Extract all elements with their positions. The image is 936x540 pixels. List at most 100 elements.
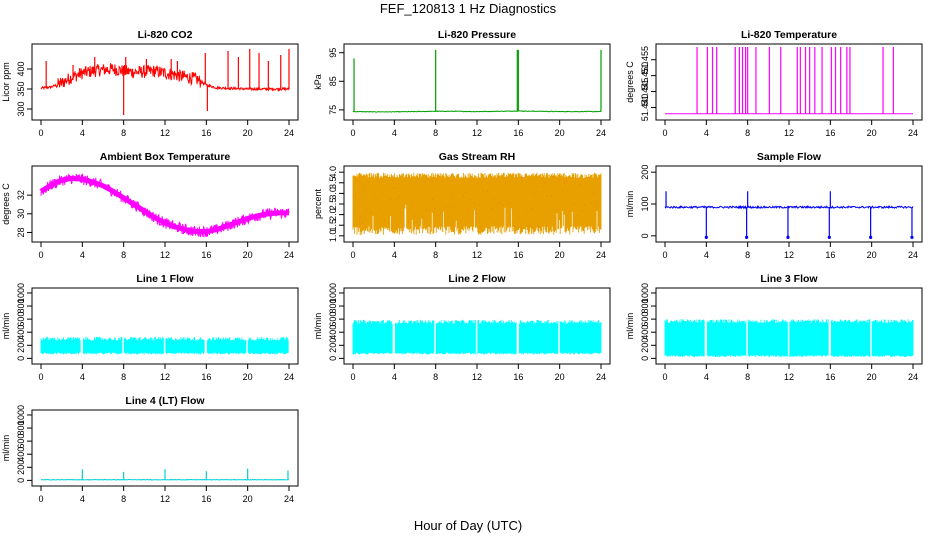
x-tick-label: 16 xyxy=(825,128,835,138)
y-tick-label: 2.0 xyxy=(328,208,338,221)
x-tick-label: 12 xyxy=(784,128,794,138)
y-tick-label: 32 xyxy=(16,190,26,200)
x-tick-label: 20 xyxy=(555,250,565,260)
y-tick-label: 0 xyxy=(328,356,338,361)
y-tick-label: 1000 xyxy=(16,283,26,303)
data-series xyxy=(664,319,914,358)
y-tick-label: 0 xyxy=(640,233,650,238)
panel-title: Gas Stream RH xyxy=(439,151,515,163)
x-tick-label: 24 xyxy=(284,250,294,260)
x-tick-label: 4 xyxy=(704,372,709,382)
y-axis-label: ml/min xyxy=(313,313,323,340)
x-tick-label: 0 xyxy=(662,250,667,260)
data-point xyxy=(704,235,708,240)
data-series xyxy=(352,319,602,355)
y-tick-label: 200 xyxy=(16,338,26,353)
y-tick-label: 30 xyxy=(16,209,26,219)
data-series-band xyxy=(39,175,291,234)
y-tick-label: 200 xyxy=(640,338,650,353)
x-tick-label: 8 xyxy=(121,128,126,138)
y-tick-label: 95 xyxy=(328,48,338,58)
panel-8: Line 2 Flow ml/min 0 4 8 12 16 20 24 0 20040060080… xyxy=(313,273,611,382)
y-tick-label: 51.440 xyxy=(640,94,650,122)
panel-title: Line 3 Flow xyxy=(760,273,818,285)
x-tick-label: 4 xyxy=(392,372,397,382)
data-series-overlay xyxy=(353,176,601,232)
plot-frame xyxy=(655,43,923,121)
x-tick-label: 20 xyxy=(243,250,253,260)
x-tick-label: 12 xyxy=(472,250,482,260)
y-axis-label: ml/min xyxy=(625,313,635,340)
y-tick-label: 600 xyxy=(16,434,26,449)
x-tick-label: 16 xyxy=(201,250,211,260)
y-tick-label: 350 xyxy=(16,81,26,96)
panel-10: Line 4 (LT) Flow ml/min 0 4 8 12 16 20 24 0 200400… xyxy=(1,395,299,504)
y-tick-label: 800 xyxy=(328,299,338,314)
data-point xyxy=(869,235,873,240)
y-axis-label: percent xyxy=(313,188,323,219)
x-tick-label: 12 xyxy=(472,128,482,138)
x-tick-label: 24 xyxy=(908,250,918,260)
y-tick-label: 300 xyxy=(16,101,26,116)
y-tick-label: 28 xyxy=(16,227,26,237)
x-tick-label: 8 xyxy=(433,372,438,382)
x-tick-label: 8 xyxy=(745,372,750,382)
x-tick-label: 24 xyxy=(284,372,294,382)
y-tick-label: 3.0 xyxy=(328,187,338,200)
x-tick-label: 4 xyxy=(80,372,85,382)
x-tick-label: 20 xyxy=(243,372,253,382)
panel-title: Ambient Box Temperature xyxy=(100,151,231,163)
panel-title: Li-820 CO2 xyxy=(138,29,193,41)
x-tick-label: 12 xyxy=(160,372,170,382)
x-tick-label: 16 xyxy=(513,128,523,138)
x-tick-label: 16 xyxy=(201,372,211,382)
y-tick-label: 400 xyxy=(640,325,650,340)
y-axis-label: degrees C xyxy=(1,183,11,225)
x-tick-label: 0 xyxy=(662,372,667,382)
panel-5: Gas Stream RH percent 0 4 8 12 16 20 24 1.01.52.0… xyxy=(313,151,611,260)
data-series xyxy=(664,204,914,210)
x-tick-label: 8 xyxy=(745,250,750,260)
panel-9: Line 3 Flow ml/min 0 4 8 12 16 20 24 0 20040060080… xyxy=(625,273,923,382)
plot-frame xyxy=(655,165,923,243)
x-tick-label: 0 xyxy=(38,128,43,138)
data-series xyxy=(40,173,290,238)
x-tick-label: 20 xyxy=(555,372,565,382)
x-tick-label: 16 xyxy=(825,372,835,382)
x-tick-label: 24 xyxy=(908,128,918,138)
data-point xyxy=(745,235,749,240)
y-tick-label: 200 xyxy=(16,460,26,475)
y-tick-label: 800 xyxy=(16,299,26,314)
x-tick-label: 4 xyxy=(80,494,85,504)
y-tick-label: 85 xyxy=(328,76,338,86)
panel-7: Line 1 Flow ml/min 0 4 8 12 16 20 24 0 20040060080… xyxy=(1,273,299,382)
panel-title: Line 4 (LT) Flow xyxy=(125,395,205,407)
y-tick-label: 0 xyxy=(16,478,26,483)
y-axis-label: ml/min xyxy=(1,313,11,340)
panel-title: Line 2 Flow xyxy=(448,273,506,285)
data-series xyxy=(40,336,289,355)
x-tick-label: 24 xyxy=(596,250,606,260)
y-tick-label: 400 xyxy=(328,325,338,340)
x-tick-label: 16 xyxy=(513,250,523,260)
y-tick-label: 600 xyxy=(328,312,338,327)
y-axis-label: Licor ppm xyxy=(1,62,11,102)
x-tick-label: 24 xyxy=(284,494,294,504)
x-tick-label: 20 xyxy=(555,128,565,138)
x-tick-label: 8 xyxy=(745,128,750,138)
data-point xyxy=(910,235,914,240)
x-tick-label: 0 xyxy=(350,250,355,260)
x-tick-label: 4 xyxy=(80,250,85,260)
x-tick-label: 8 xyxy=(433,250,438,260)
y-tick-label: 51.450 xyxy=(640,62,650,90)
x-tick-label: 20 xyxy=(867,250,877,260)
y-tick-label: 2.5 xyxy=(328,198,338,211)
y-tick-label: 3.5 xyxy=(328,177,338,190)
figure-title: FEF_120813 1 Hz Diagnostics xyxy=(379,1,557,16)
x-tick-label: 16 xyxy=(201,494,211,504)
y-tick-label: 100 xyxy=(640,196,650,211)
x-tick-label: 24 xyxy=(284,128,294,138)
y-tick-label: 1000 xyxy=(16,405,26,425)
x-tick-label: 4 xyxy=(392,128,397,138)
